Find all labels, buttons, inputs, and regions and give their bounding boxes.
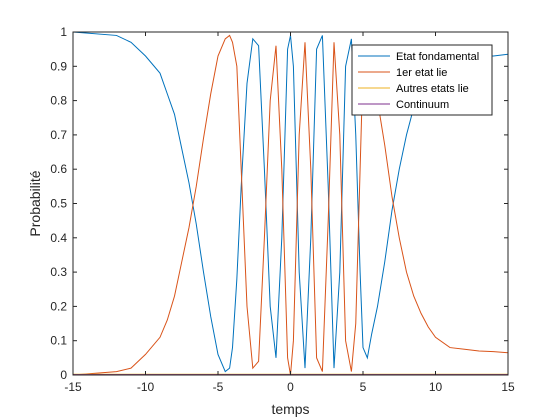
legend-box [351, 44, 493, 116]
y-tick-label: 1 [60, 25, 67, 39]
x-tick-label: -15 [64, 380, 82, 394]
x-tick-label: 10 [429, 380, 443, 394]
x-tick-label: 5 [360, 380, 367, 394]
x-tick-label: 15 [501, 380, 515, 394]
y-tick-label: 0.3 [50, 265, 67, 279]
series-line-1 [72, 31, 509, 373]
y-tick-label: 0.7 [50, 128, 67, 142]
x-axis-label: temps [271, 401, 309, 417]
legend-label-3: Autres etats lie [396, 83, 469, 95]
legend-label-1: Etat fondamental [396, 51, 479, 63]
y-tick-label: 0.4 [50, 231, 67, 245]
y-tick-label: 0.8 [50, 94, 67, 108]
x-tick-label: 0 [287, 380, 294, 394]
y-axis: 0 0.1 0.2 0.3 0.4 0.5 0.6 0.7 0.8 0.9 1 [50, 25, 508, 382]
y-tick-label: 0.1 [50, 334, 67, 348]
x-tick-label: -5 [213, 380, 224, 394]
x-tick-label: -10 [137, 380, 155, 394]
legend-label-2: 1er etat lie [396, 67, 447, 79]
legend-label-4: Continuum [396, 99, 449, 111]
x-axis: -15 -10 -5 0 5 10 15 [64, 32, 515, 394]
y-axis-label: Probabilité [27, 170, 43, 236]
y-tick-label: 0.9 [50, 59, 67, 73]
y-tick-label: 0.5 [50, 197, 67, 211]
series-line-2 [72, 34, 509, 376]
legend: Etat fondamental 1er etat lie Autres etats… [351, 44, 493, 116]
y-tick-label: 0.2 [50, 299, 67, 313]
y-tick-label: 0.6 [50, 162, 67, 176]
y-tick-label: 0 [60, 368, 67, 382]
